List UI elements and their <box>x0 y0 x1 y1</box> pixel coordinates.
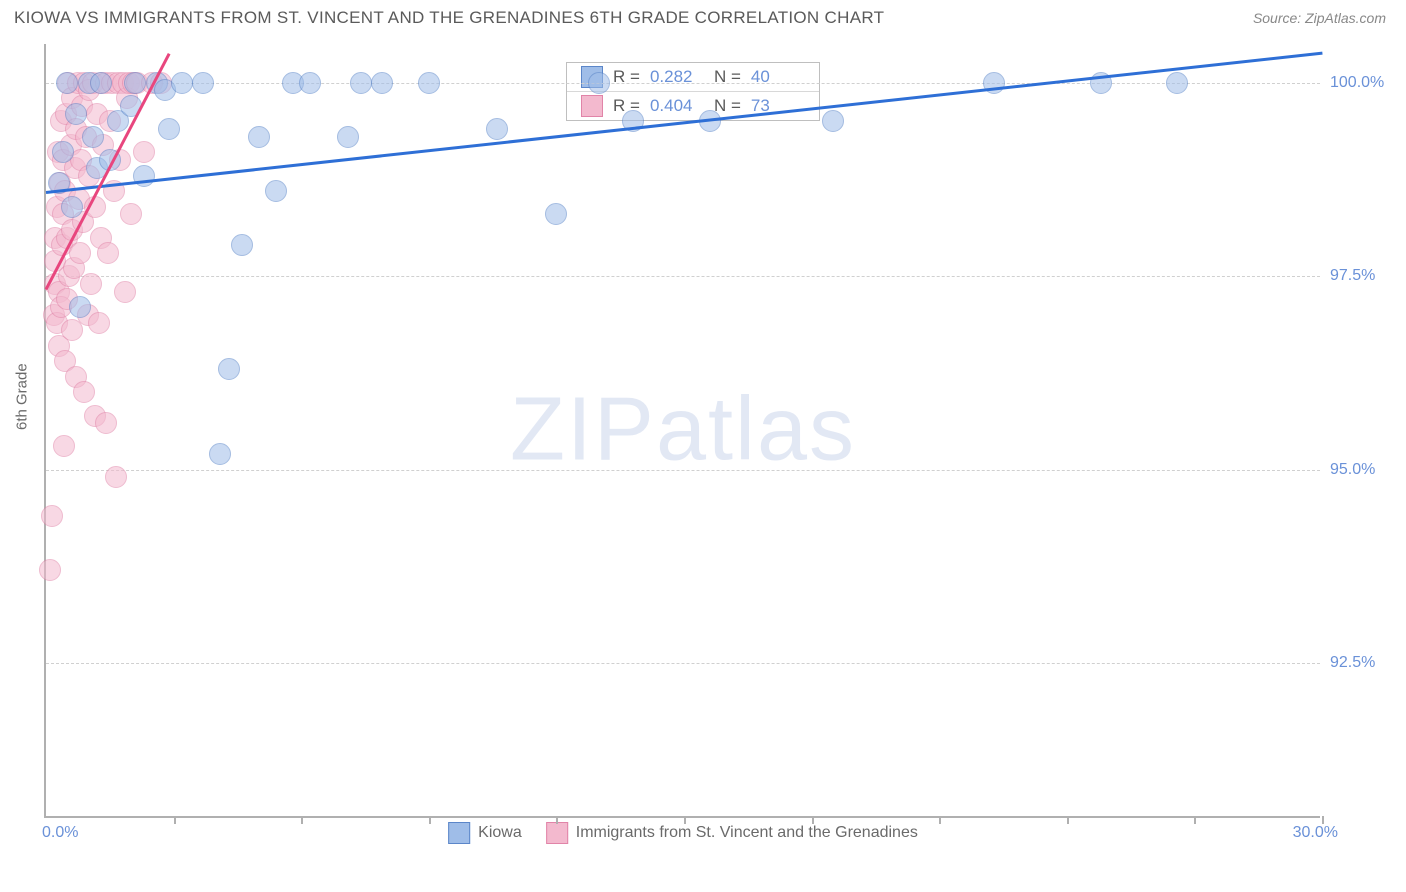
x-tick <box>812 816 814 824</box>
x-tick <box>684 816 686 824</box>
data-point <box>65 103 87 125</box>
source-link[interactable]: Source: ZipAtlas.com <box>1253 10 1386 26</box>
data-point <box>588 72 610 94</box>
data-point <box>41 505 63 527</box>
data-point <box>337 126 359 148</box>
data-point <box>39 559 61 581</box>
y-tick-label: 95.0% <box>1330 461 1402 479</box>
x-axis-start-label: 0.0% <box>42 824 78 842</box>
data-point <box>1166 72 1188 94</box>
data-point <box>105 466 127 488</box>
data-point <box>95 412 117 434</box>
x-tick <box>939 816 941 824</box>
x-tick <box>174 816 176 824</box>
data-point <box>133 141 155 163</box>
legend-r-label: R = <box>613 67 640 87</box>
data-point <box>69 242 91 264</box>
data-point <box>231 234 253 256</box>
legend-row: R =0.404N =73 <box>567 91 819 120</box>
x-tick <box>429 816 431 824</box>
y-tick-label: 97.5% <box>1330 267 1402 285</box>
data-point <box>120 203 142 225</box>
data-point <box>114 281 136 303</box>
series-legend: Kiowa Immigrants from St. Vincent and the… <box>448 822 918 844</box>
data-point <box>56 72 78 94</box>
legend-swatch <box>448 822 470 844</box>
y-tick-label: 100.0% <box>1330 74 1402 92</box>
x-axis-end-label: 30.0% <box>1293 824 1338 842</box>
legend-n-label: N = <box>714 96 741 116</box>
data-point <box>209 443 231 465</box>
y-axis-label: 6th Grade <box>14 363 31 430</box>
gridline <box>46 663 1320 664</box>
data-point <box>158 118 180 140</box>
data-point <box>486 118 508 140</box>
data-point <box>350 72 372 94</box>
data-point <box>69 296 91 318</box>
data-point <box>88 312 110 334</box>
x-tick <box>1322 816 1324 824</box>
legend-n-label: N = <box>714 67 741 87</box>
data-point <box>90 72 112 94</box>
series-legend-item: Immigrants from St. Vincent and the Gren… <box>546 822 918 844</box>
data-point <box>418 72 440 94</box>
data-point <box>299 72 321 94</box>
y-tick-label: 92.5% <box>1330 654 1402 672</box>
data-point <box>97 242 119 264</box>
gridline <box>46 276 1320 277</box>
data-point <box>124 72 146 94</box>
legend-r-value: 0.404 <box>650 96 704 116</box>
chart-title: KIOWA VS IMMIGRANTS FROM ST. VINCENT AND… <box>14 8 884 28</box>
series-legend-label: Immigrants from St. Vincent and the Gren… <box>576 824 918 842</box>
data-point <box>822 110 844 132</box>
data-point <box>545 203 567 225</box>
x-tick <box>301 816 303 824</box>
series-legend-item: Kiowa <box>448 822 522 844</box>
watermark: ZIPatlas <box>510 379 856 482</box>
data-point <box>218 358 240 380</box>
gridline <box>46 470 1320 471</box>
x-tick <box>556 816 558 824</box>
legend-swatch <box>546 822 568 844</box>
data-point <box>53 435 75 457</box>
legend-swatch <box>581 95 603 117</box>
data-point <box>192 72 214 94</box>
data-point <box>371 72 393 94</box>
data-point <box>171 72 193 94</box>
gridline <box>46 83 1320 84</box>
legend-n-value: 40 <box>751 67 805 87</box>
data-point <box>52 141 74 163</box>
legend-r-value: 0.282 <box>650 67 704 87</box>
data-point <box>248 126 270 148</box>
data-point <box>80 273 102 295</box>
scatter-plot: ZIPatlas R =0.282N =40R =0.404N =73 Kiow… <box>44 44 1320 818</box>
data-point <box>82 126 104 148</box>
data-point <box>73 381 95 403</box>
data-point <box>61 196 83 218</box>
series-legend-label: Kiowa <box>478 824 522 842</box>
data-point <box>265 180 287 202</box>
x-tick <box>1067 816 1069 824</box>
x-tick <box>1194 816 1196 824</box>
